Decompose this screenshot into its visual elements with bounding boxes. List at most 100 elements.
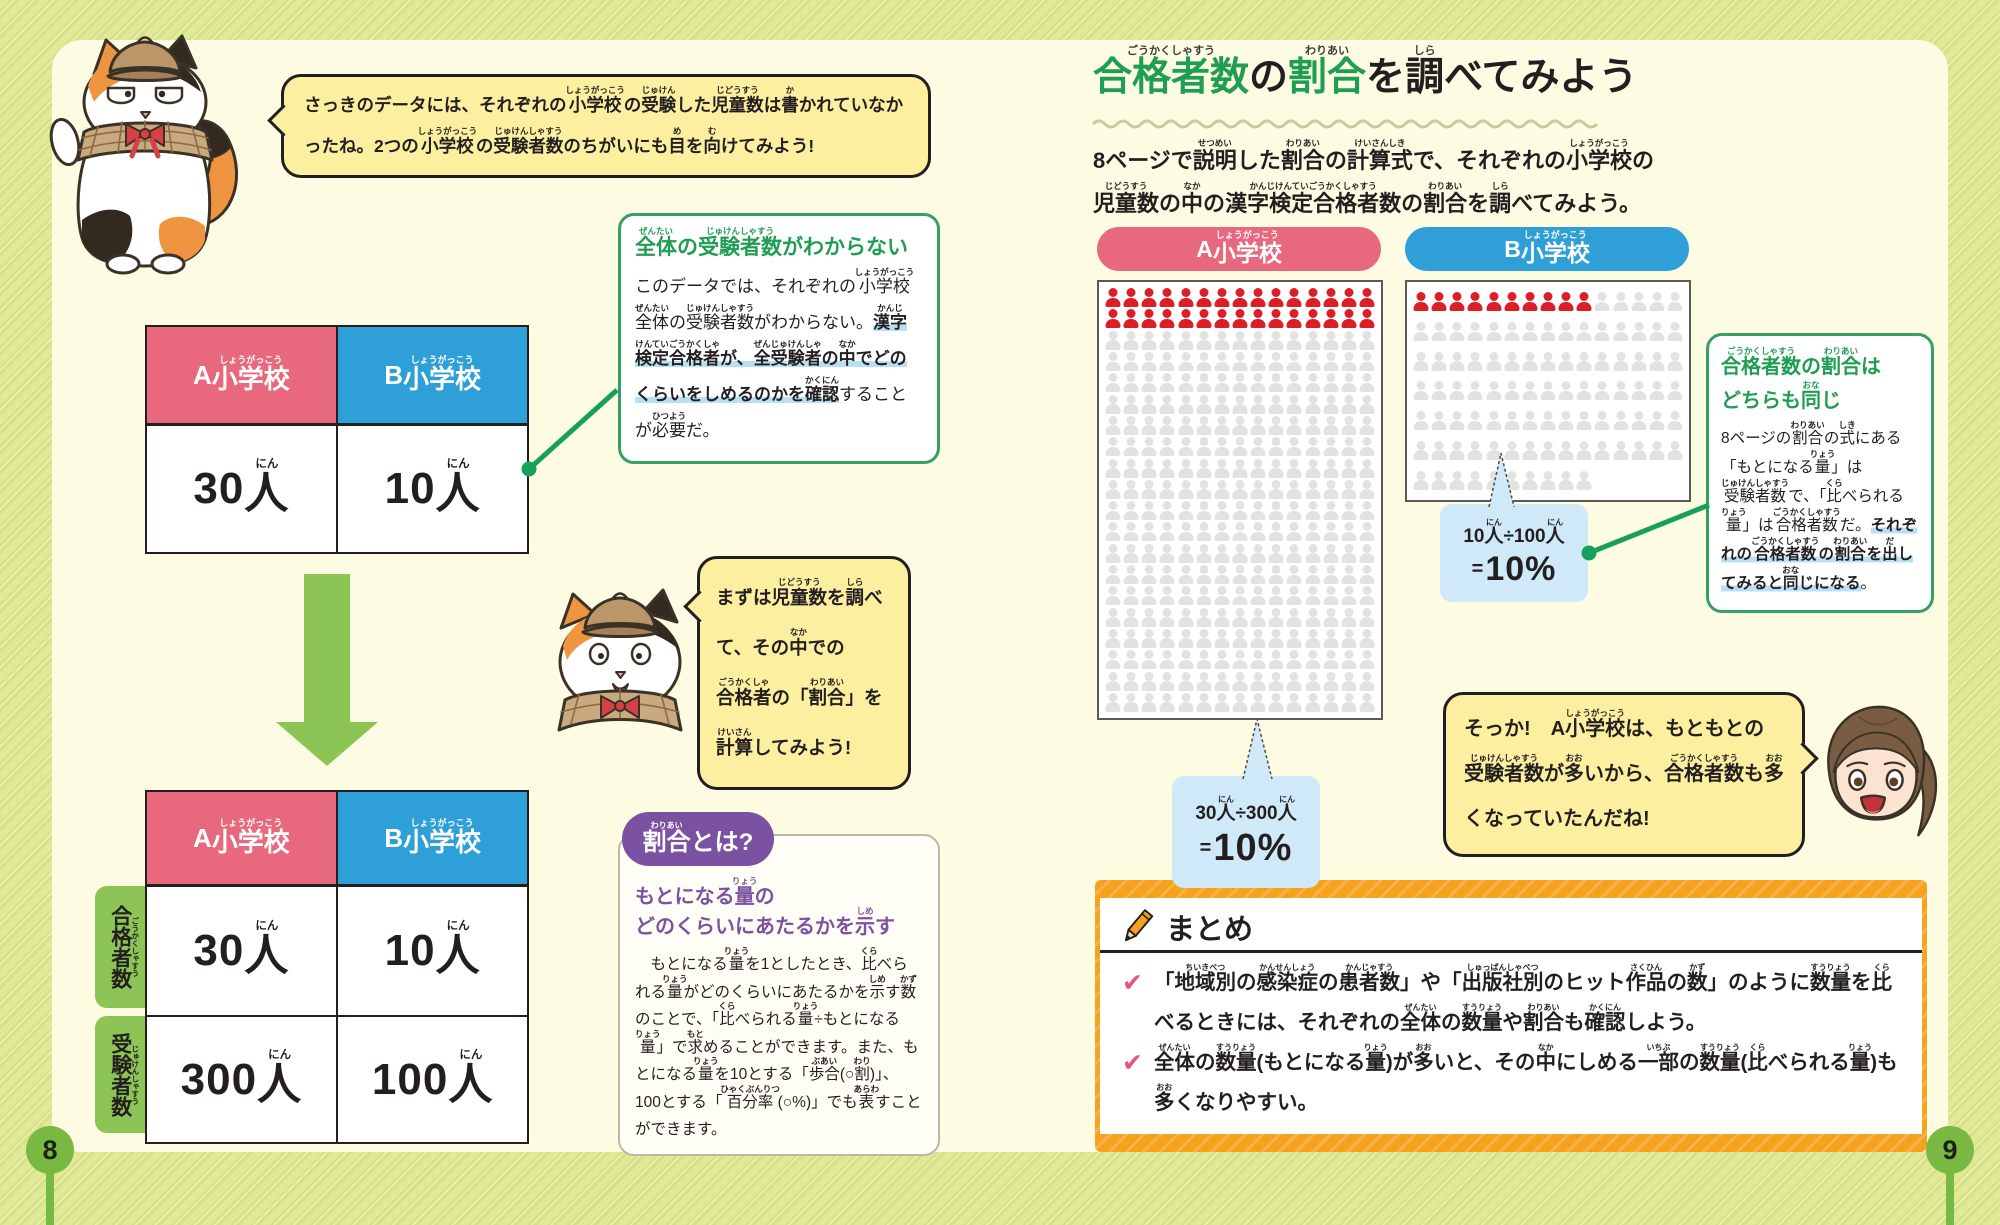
person-icon [1178,544,1194,563]
person-icon [1105,437,1121,456]
person-icon [1341,352,1357,371]
person-icon [1341,501,1357,520]
person-icon [1105,416,1121,435]
person-icon [1649,441,1665,460]
person-icon [1159,586,1175,605]
person-icon [1286,480,1302,499]
callout-a-formula: 30人にん÷300人にん [1195,794,1297,824]
person-icon [1105,522,1121,541]
person-icon [1123,331,1139,350]
person-icon [1268,586,1284,605]
person-icon [1341,693,1357,712]
person-icon [1268,650,1284,669]
person-icon [1413,352,1429,371]
person-icon [1431,322,1447,341]
person-icon [1323,395,1339,414]
person-icon [1359,586,1375,605]
person-icon [1105,331,1121,350]
person-icon [1323,437,1339,456]
person-icon [1159,437,1175,456]
person-icon [1305,437,1321,456]
callout-b: 10人にん÷100人にん = 10% [1440,504,1588,602]
person-icon [1268,437,1284,456]
person-icon [1232,288,1248,307]
person-icon [1631,322,1647,341]
person-icon [1141,501,1157,520]
pass-count-b: 10 人にん [338,886,527,1015]
person-icon [1305,331,1321,350]
title-part: 合格者数ごうかくしゃすう [1093,45,1250,99]
cat-plan-text: まずは児童数じどうすうを調しらべて、その中なかでの合格者ごうかくしゃの「割合わり… [716,577,883,758]
person-icon [1558,411,1574,430]
person-icon [1178,693,1194,712]
person-icon [1268,693,1284,712]
person-icon [1214,522,1230,541]
person-icon [1359,650,1375,669]
person-icon [1341,522,1357,541]
pass-count-a: 30 人にん [147,886,336,1015]
person-icon [1631,292,1647,311]
person-icon [1522,322,1538,341]
person-icon [1268,352,1284,371]
person-icon [1486,381,1502,400]
person-icon [1123,672,1139,691]
person-icon [1196,650,1212,669]
person-icon [1341,288,1357,307]
person-icon [1286,459,1302,478]
person-icon [1268,331,1284,350]
person-icon [1232,437,1248,456]
person-icon [1141,459,1157,478]
person-icon [1232,373,1248,392]
person-icon [1449,381,1465,400]
person-icon [1268,629,1284,648]
person-icon [1214,459,1230,478]
title-part: の [1249,56,1289,99]
person-icon [1196,437,1212,456]
person-icon [1123,480,1139,499]
person-icon [1178,395,1194,414]
person-icon [1268,459,1284,478]
person-icon [1286,565,1302,584]
person-icon [1613,381,1629,400]
person-icon [1323,522,1339,541]
person-icon [1105,352,1121,371]
person-icon [1141,437,1157,456]
person-icon [1359,672,1375,691]
person-icon [1232,608,1248,627]
person-icon [1305,672,1321,691]
person-icon [1178,437,1194,456]
person-icon [1123,373,1139,392]
person-icon [1196,288,1212,307]
person-icon [1178,309,1194,328]
person-icon [1594,381,1610,400]
person-icon [1323,672,1339,691]
person-icon [1631,441,1647,460]
person-icon [1141,586,1157,605]
person-icon [1214,650,1230,669]
summary-title-row: まとめ [1100,898,1922,953]
person-icon [1359,416,1375,435]
table-header-school-a: A 小学校しょうがっこう [147,792,336,884]
person-icon [1540,292,1556,311]
person-icon [1286,629,1302,648]
person-icon [1178,480,1194,499]
person-icon [1359,395,1375,414]
person-icon [1522,411,1538,430]
note-unknown-total: 全体ぜんたいの受験者数じゅけんしゃすうがわからない このデータでは、それぞれの小… [618,213,940,464]
person-icon [1286,544,1302,563]
pictograph-a-header: A 小学校しょうがっこう [1097,227,1381,271]
person-icon [1449,441,1465,460]
pictograph-grid-a [1097,280,1383,720]
person-icon [1504,352,1520,371]
person-icon [1467,381,1483,400]
person-icon [1159,629,1175,648]
person-icon [1141,309,1157,328]
person-icon [1232,309,1248,328]
person-icon [1576,352,1592,371]
person-icon [1341,459,1357,478]
person-icon [1504,322,1520,341]
person-icon [1178,650,1194,669]
person-icon [1486,471,1502,490]
person-icon [1123,288,1139,307]
person-icon [1341,672,1357,691]
